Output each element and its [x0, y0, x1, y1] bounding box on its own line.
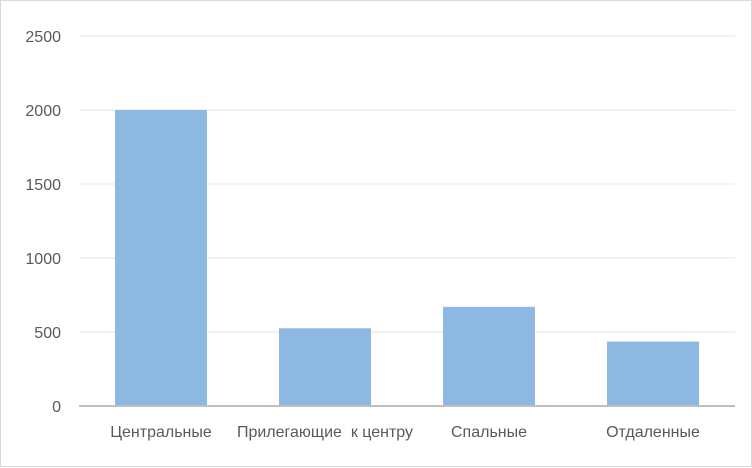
- y-tick-label: 1500: [25, 177, 61, 194]
- x-axis-ticks: Центральные Прилегающие к центру Спальные О…: [110, 424, 700, 441]
- bars: [115, 110, 699, 406]
- y-axis-ticks: 0 500 1000 1500 2000 2500: [25, 29, 61, 416]
- y-tick-label: 1000: [25, 251, 61, 268]
- bar: [279, 328, 371, 406]
- y-tick-label: 500: [34, 325, 61, 342]
- x-tick-label: Отдаленные: [606, 424, 700, 441]
- x-tick-label: Спальные: [451, 424, 527, 441]
- bar: [115, 110, 207, 406]
- y-tick-label: 0: [52, 399, 61, 416]
- y-tick-label: 2500: [25, 29, 61, 46]
- x-tick-label: Прилегающие к центру: [237, 424, 413, 441]
- y-tick-label: 2000: [25, 103, 61, 120]
- bar: [443, 306, 535, 406]
- bar: [607, 341, 699, 406]
- x-tick-label: Центральные: [110, 424, 212, 441]
